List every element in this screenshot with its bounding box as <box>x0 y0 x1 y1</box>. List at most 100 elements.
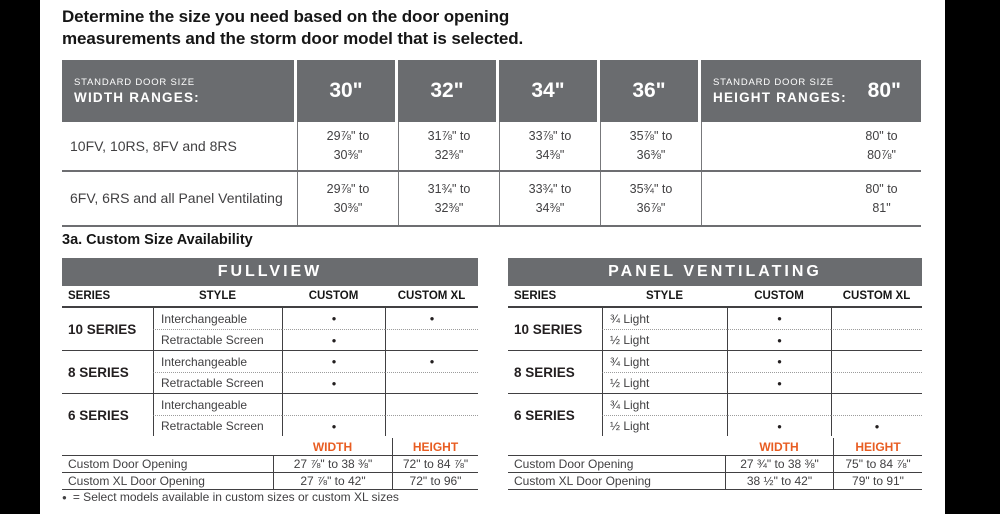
right-black-margin <box>945 0 1000 514</box>
range-cell: 35¾" to 36⅞" <box>600 172 701 225</box>
footnote-bullet-icon: ● <box>62 492 67 502</box>
row-label-10fv: 10FV, 10RS, 8FV and 8RS <box>70 137 237 154</box>
height-range-cell: 80" to 81" <box>701 172 921 225</box>
range-cell: 35⅞" to 36⅜" <box>600 122 701 170</box>
range-cell: 33¾" to 34⅜" <box>499 172 600 225</box>
openings-header-row: WIDTH HEIGHT <box>62 438 478 456</box>
height-ranges-header-cell: STANDARD DOOR SIZE HEIGHT RANGES: 80" <box>701 60 921 122</box>
custom-xl-dot <box>831 372 922 393</box>
pv-group-10-series: 10 SERIES ¾ Light ● ½ Light ● <box>508 308 922 351</box>
series-label: 6 SERIES <box>514 407 575 423</box>
width-column-30: 30" <box>297 60 395 122</box>
custom-xl-dot: ● <box>831 415 922 436</box>
range-cell: 31⅞" to 32⅜" <box>398 122 499 170</box>
width-column-34: 34" <box>499 60 597 122</box>
custom-dot <box>727 394 831 415</box>
opening-width: 38 ½" to 42" <box>725 473 833 489</box>
custom-xl-dot <box>831 394 922 415</box>
custom-dot: ● <box>282 372 385 393</box>
panel-ventilating-openings: WIDTH HEIGHT Custom Door Opening 27 ¾" t… <box>508 438 922 490</box>
openings-header-row: WIDTH HEIGHT <box>508 438 922 456</box>
custom-dot: ● <box>727 329 831 350</box>
range-cell: 29⅞" to 30⅜" <box>297 172 398 225</box>
height-ranges-label: HEIGHT RANGES: <box>713 90 847 105</box>
height-header: HEIGHT <box>392 438 478 455</box>
col-header-series: SERIES <box>68 290 111 302</box>
col-header-custom-xl: CUSTOM XL <box>842 290 911 302</box>
opening-label: Custom Door Opening <box>68 457 188 471</box>
height-range-cell: 80" to 80⅞" <box>701 122 921 170</box>
custom-xl-dot: ● <box>385 308 478 329</box>
width-header: WIDTH <box>312 439 353 454</box>
opening-width: 27 ⅞" to 38 ⅜" <box>273 456 392 472</box>
fullview-group-6-series: 6 SERIES Interchangeable Retractable Scr… <box>62 394 478 436</box>
series-label: 10 SERIES <box>514 321 583 337</box>
series-label: 10 SERIES <box>68 321 137 337</box>
range-cell: 31¾" to 32⅜" <box>398 172 499 225</box>
footnote-text: = Select models available in custom size… <box>72 490 399 504</box>
page-title-line2: measurements and the storm door model th… <box>62 29 524 49</box>
pv-group-6-series: 6 SERIES ¾ Light ½ Light ● ● <box>508 394 922 436</box>
page-title-line1: Determine the size you need based on the… <box>62 7 510 26</box>
width-ranges-eyebrow: STANDARD DOOR SIZE <box>74 77 195 88</box>
style-label: Retractable Screen <box>153 329 282 350</box>
pv-group-8-series: 8 SERIES ¾ Light ● ½ Light ● <box>508 351 922 394</box>
custom-door-opening-row: Custom Door Opening 27 ¾" to 38 ⅜" 75" t… <box>508 456 922 473</box>
opening-height: 72" to 96" <box>392 473 478 489</box>
col-header-style: STYLE <box>198 290 237 302</box>
page-title: Determine the size you need based on the… <box>62 6 523 51</box>
style-label: ½ Light <box>602 372 727 393</box>
panel-ventilating-title-bar: PANEL VENTILATING <box>508 258 922 286</box>
panel-ventilating-column-headers: SERIES STYLE CUSTOM CUSTOM XL <box>508 286 922 308</box>
fullview-title-bar: FULLVIEW <box>62 258 478 286</box>
col-header-series: SERIES <box>514 290 557 302</box>
panel-ventilating-table: PANEL VENTILATING SERIES STYLE CUSTOM CU… <box>508 258 922 490</box>
series-label: 6 SERIES <box>68 407 129 423</box>
custom-dot <box>282 394 385 415</box>
col-header-custom: CUSTOM <box>754 290 804 302</box>
table-row: 6FV, 6RS and all Panel Ventilating 29⅞" … <box>62 172 921 227</box>
custom-xl-dot <box>385 329 478 350</box>
opening-height: 72" to 84 ⅞" <box>392 456 478 472</box>
custom-size-availability-heading: 3a. Custom Size Availability <box>62 232 253 248</box>
style-label: ¾ Light <box>602 351 727 372</box>
row-label-6fv: 6FV, 6RS and all Panel Ventilating <box>70 190 283 206</box>
col-header-custom-xl: CUSTOM XL <box>397 290 466 302</box>
custom-xl-dot: ● <box>385 351 478 372</box>
custom-dot: ● <box>282 351 385 372</box>
opening-label: Custom XL Door Opening <box>514 474 651 488</box>
footnote: ● = Select models available in custom si… <box>62 490 399 504</box>
custom-xl-door-opening-row: Custom XL Door Opening 27 ⅞" to 42" 72" … <box>62 473 478 490</box>
left-black-margin <box>0 0 40 514</box>
fullview-column-headers: SERIES STYLE CUSTOM CUSTOM XL <box>62 286 478 308</box>
width-header: WIDTH <box>759 439 799 454</box>
height-header: HEIGHT <box>833 438 922 455</box>
standard-size-table-header: STANDARD DOOR SIZE WIDTH RANGES: 30" 32"… <box>62 60 921 122</box>
opening-width: 27 ¾" to 38 ⅜" <box>725 456 833 472</box>
custom-dot: ● <box>282 329 385 350</box>
range-cell: 33⅞" to 34⅜" <box>499 122 600 170</box>
width-column-32: 32" <box>398 60 496 122</box>
custom-dot: ● <box>727 372 831 393</box>
table-row: 10FV, 10RS, 8FV and 8RS 29⅞" to 30⅜" 31⅞… <box>62 122 921 172</box>
style-label: ½ Light <box>602 415 727 436</box>
col-header-style: STYLE <box>645 290 684 302</box>
opening-label: Custom XL Door Opening <box>68 474 205 488</box>
width-ranges-label: WIDTH RANGES: <box>74 90 200 105</box>
height-ranges-eyebrow: STANDARD DOOR SIZE <box>713 77 834 88</box>
custom-xl-dot <box>831 308 922 329</box>
style-label: ¾ Light <box>602 394 727 415</box>
fullview-openings: WIDTH HEIGHT Custom Door Opening 27 ⅞" t… <box>62 438 478 490</box>
width-ranges-header-cell: STANDARD DOOR SIZE WIDTH RANGES: <box>62 60 294 122</box>
custom-xl-dot <box>385 394 478 415</box>
custom-dot: ● <box>282 415 385 436</box>
range-cell: 29⅞" to 30⅜" <box>297 122 398 170</box>
width-column-36: 36" <box>600 60 698 122</box>
style-label: ¾ Light <box>602 308 727 329</box>
custom-xl-dot <box>385 415 478 436</box>
custom-door-opening-row: Custom Door Opening 27 ⅞" to 38 ⅜" 72" t… <box>62 456 478 473</box>
opening-width: 27 ⅞" to 42" <box>273 473 392 489</box>
opening-height: 75" to 84 ⅞" <box>833 456 922 472</box>
style-label: Interchangeable <box>153 351 282 372</box>
